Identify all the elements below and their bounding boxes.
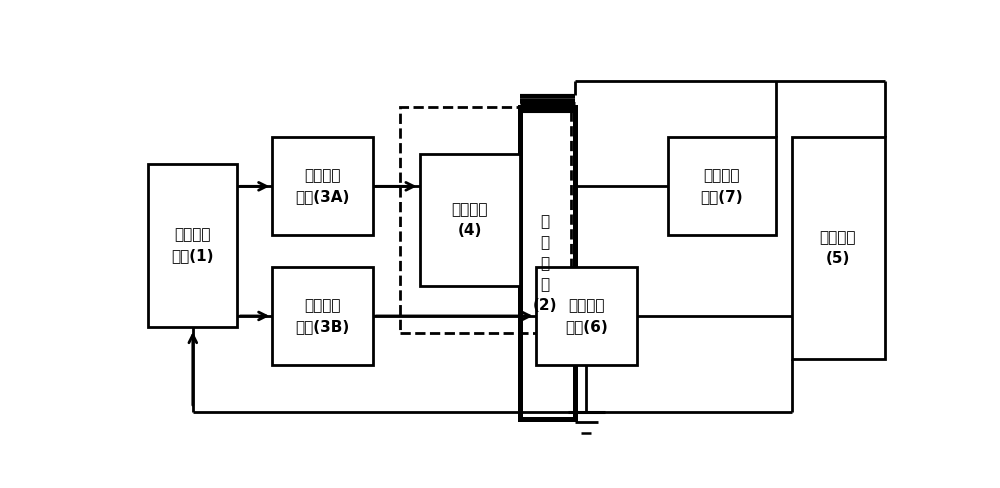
Bar	[792, 138, 885, 359]
Bar	[520, 107, 574, 419]
Bar	[148, 164, 237, 327]
Text: 第一驱动
模块(3A): 第一驱动 模块(3A)	[295, 168, 350, 204]
Text: 电源模块
(5): 电源模块 (5)	[820, 230, 856, 266]
Bar	[272, 267, 373, 365]
Bar	[420, 154, 520, 286]
Text: 可控负载
模块(6): 可控负载 模块(6)	[565, 298, 608, 334]
Bar	[400, 107, 571, 333]
Text: 信号发生
模块(1): 信号发生 模块(1)	[172, 227, 214, 264]
Text: 待测器件
(4): 待测器件 (4)	[452, 202, 488, 238]
Bar	[668, 138, 776, 235]
Bar	[536, 267, 637, 365]
Text: 恒
温
装
置
(2): 恒 温 装 置 (2)	[532, 214, 557, 313]
Text: 数据采集
模块(7): 数据采集 模块(7)	[700, 168, 743, 204]
Text: 第二驱动
模块(3B): 第二驱动 模块(3B)	[296, 298, 350, 334]
Bar	[272, 138, 373, 235]
